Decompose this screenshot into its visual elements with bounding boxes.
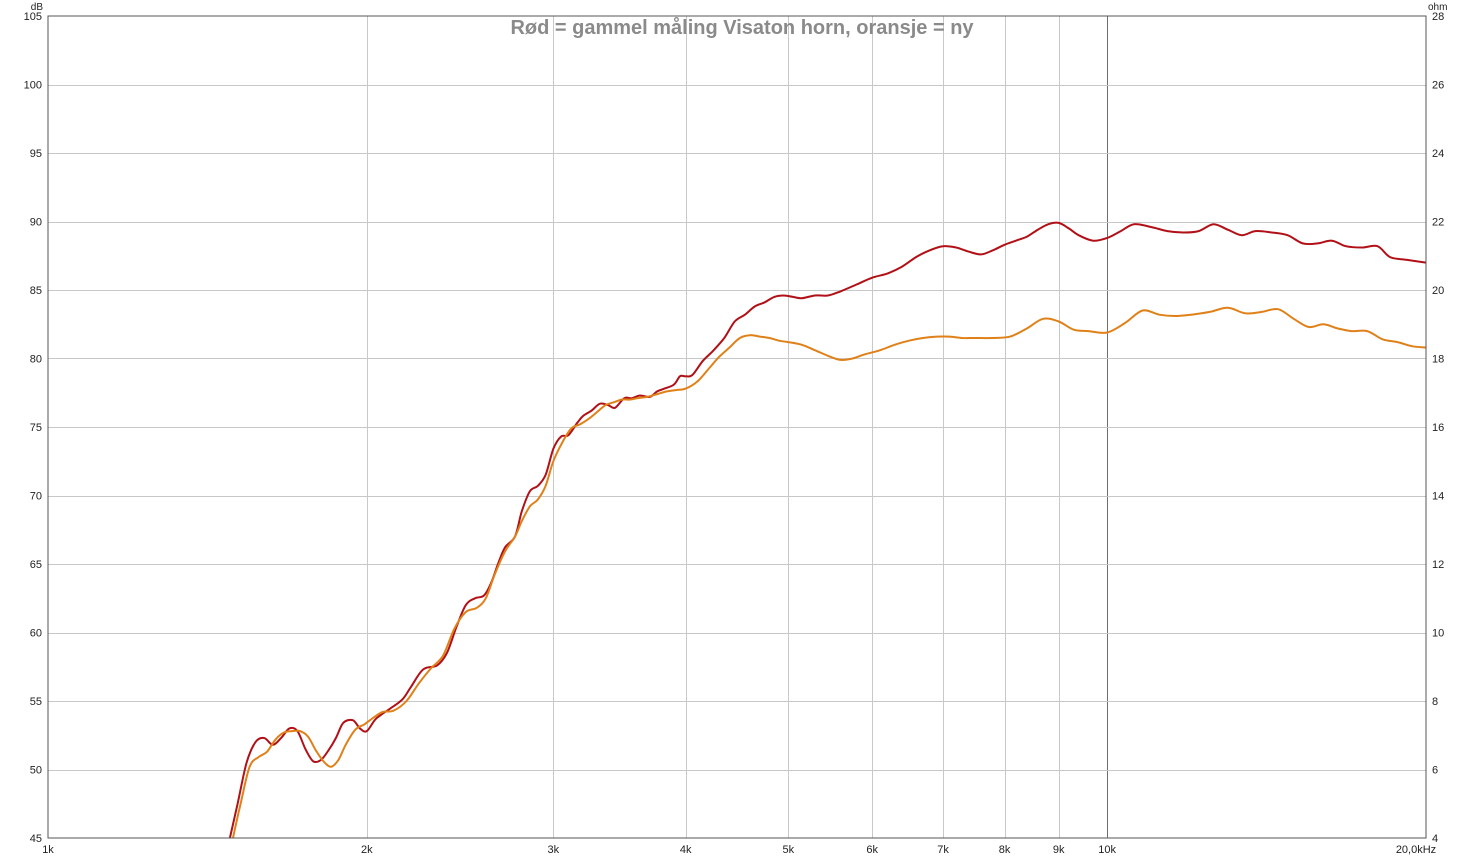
- right-y-tick-label: 8: [1432, 696, 1438, 708]
- right-y-tick-label: 26: [1432, 80, 1444, 92]
- right-axis-unit: ohm: [1428, 2, 1447, 13]
- left-y-tick-label: 60: [30, 628, 42, 640]
- x-tick-label: 4k: [680, 844, 692, 856]
- right-y-tick-label: 6: [1432, 765, 1438, 777]
- right-y-tick-label: 14: [1432, 491, 1444, 503]
- right-y-tick-label: 28: [1432, 11, 1444, 23]
- left-axis-unit: dB: [31, 2, 44, 13]
- left-y-tick-label: 80: [30, 354, 42, 366]
- left-y-tick-label: 70: [30, 491, 42, 503]
- x-tick-label: 3k: [548, 844, 560, 856]
- x-tick-label: 1k: [42, 844, 54, 856]
- x-tick-label: 6k: [866, 844, 878, 856]
- right-y-tick-label: 22: [1432, 217, 1444, 229]
- axis-labels: 45 50 55 60 65 70 75 80 85 90 95 100 105 4 6 8 10 12 14 16 1…: [24, 11, 1445, 856]
- left-y-tick-label: 50: [30, 765, 42, 777]
- right-y-tick-label: 16: [1432, 422, 1444, 434]
- series-lines: [228, 221, 1427, 839]
- left-y-tick-label: 75: [30, 422, 42, 434]
- x-tick-label: 20,0kHz: [1396, 844, 1436, 856]
- left-y-tick-label: 95: [30, 148, 42, 160]
- right-y-tick-label: 4: [1432, 833, 1438, 845]
- x-tick-label: 2k: [361, 844, 373, 856]
- left-y-tick-label: 100: [24, 80, 42, 92]
- series-line-orange: [232, 306, 1427, 839]
- series-line-red: [228, 221, 1427, 839]
- right-y-tick-label: 20: [1432, 285, 1444, 297]
- x-tick-label: 7k: [937, 844, 949, 856]
- left-y-tick-label: 65: [30, 559, 42, 571]
- left-y-tick-label: 55: [30, 696, 42, 708]
- right-y-tick-label: 12: [1432, 559, 1444, 571]
- left-y-tick-label: 105: [24, 11, 42, 23]
- chart-title: Rød = gammel måling Visaton horn, oransj…: [510, 16, 974, 39]
- left-y-tick-label: 90: [30, 217, 42, 229]
- right-y-tick-label: 10: [1432, 628, 1444, 640]
- right-y-tick-label: 24: [1432, 148, 1444, 160]
- grid-lines: [48, 16, 1426, 838]
- left-y-tick-label: 85: [30, 285, 42, 297]
- x-tick-label: 9k: [1053, 844, 1065, 856]
- x-tick-label: 5k: [783, 844, 795, 856]
- right-y-tick-label: 18: [1432, 354, 1444, 366]
- x-tick-label: 10k: [1098, 844, 1116, 856]
- left-y-tick-label: 45: [30, 833, 42, 845]
- x-tick-label: 8k: [999, 844, 1011, 856]
- plot-frame: [47, 15, 1427, 839]
